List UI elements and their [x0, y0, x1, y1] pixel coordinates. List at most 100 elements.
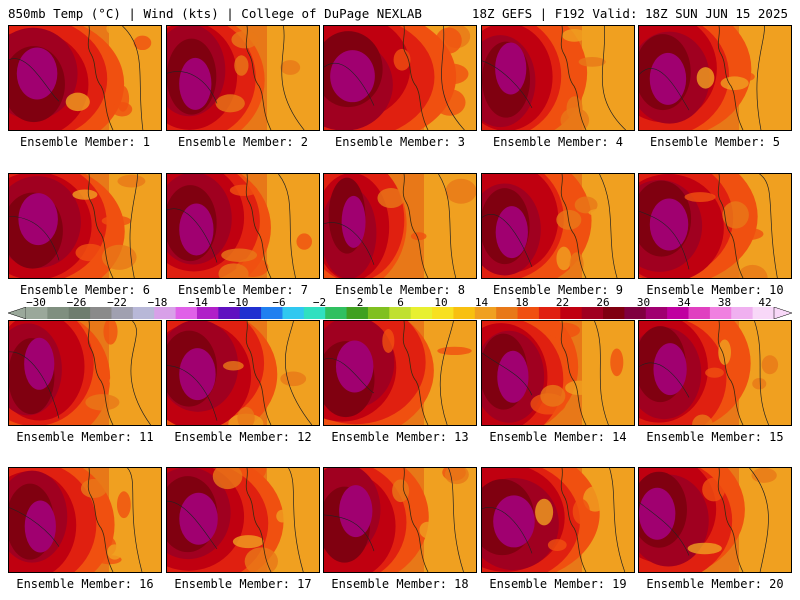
temperature-blotch [761, 355, 779, 375]
temperature-blotch [578, 56, 606, 67]
run-valid-time: 18Z GEFS | F192 Valid: 18Z SUN JUN 15 20… [471, 6, 788, 21]
height-contour-line [9, 58, 60, 102]
height-contour-line [324, 514, 375, 552]
color-bar-segment [517, 307, 540, 319]
height-contour-line [130, 321, 151, 425]
color-bar-tick-label: 42 [758, 296, 772, 309]
ensemble-map-panel [8, 467, 162, 573]
temperature-field-map [9, 174, 161, 278]
color-bar-segment [538, 307, 561, 319]
color-bar-segment [303, 307, 326, 319]
temperature-blotch [107, 544, 123, 560]
temperature-blotch [722, 201, 749, 229]
temperature-blotch [288, 350, 310, 375]
temperature-blotch [428, 506, 441, 516]
temperature-blotch [730, 227, 764, 241]
ensemble-member-label: Ensemble Member: 12 [174, 430, 312, 444]
temperature-blotch [80, 479, 107, 498]
height-contour-line [482, 507, 533, 554]
color-bar-segment [239, 307, 262, 319]
temperature-field-map [639, 321, 791, 425]
temperature-blotch [720, 76, 749, 91]
temperature-blotch [65, 92, 90, 112]
color-bar-segment [645, 307, 668, 319]
height-contour-line [167, 500, 218, 550]
temperature-blotch [426, 393, 454, 407]
color-bar-segment [325, 307, 348, 319]
height-contour-line [639, 68, 690, 111]
ensemble-map-panel [8, 320, 162, 426]
color-bar-segment [731, 307, 754, 319]
temperature-blotch [276, 509, 289, 523]
coastline [87, 174, 114, 278]
map-title: 850mb Temp (°C) | Wind (kts) | College o… [8, 6, 422, 21]
ensemble-member-label: Ensemble Member: 9 [492, 283, 624, 297]
color-bar-segment [26, 307, 48, 319]
temperature-blotch [434, 89, 466, 116]
temperature-blotch [588, 208, 621, 217]
color-bar-tick-label: −10 [228, 296, 249, 309]
height-contour-line [639, 362, 690, 398]
color-bar-segment [603, 307, 625, 319]
field-east-zone [109, 321, 161, 425]
temperature-blotch [111, 102, 133, 117]
color-bar-segment [581, 307, 604, 319]
color-bar-segment [389, 307, 412, 319]
ensemble-map-panel [481, 320, 635, 426]
color-bar-tick-label: 26 [596, 296, 610, 309]
height-contour-line [438, 174, 457, 278]
height-contour-line [759, 174, 778, 278]
ensemble-map-panel [8, 25, 162, 131]
coastline [560, 174, 587, 278]
coastline [87, 26, 114, 130]
color-bar-segment [218, 307, 241, 319]
temperature-contour-fill [335, 340, 374, 393]
temperature-blotch [610, 348, 624, 377]
temperature-blotch [770, 26, 791, 53]
temperature-contour-fill [649, 198, 689, 251]
temperature-contour-fill [497, 350, 529, 403]
temperature-blotch [133, 35, 152, 51]
height-contour-line [278, 174, 296, 278]
color-bar-segment [132, 307, 155, 319]
temperature-blotch [410, 232, 427, 241]
height-contour-line [754, 321, 770, 425]
temperature-blotch [125, 386, 139, 401]
height-contour-line [284, 321, 313, 425]
temperature-blotch [293, 112, 319, 130]
temperature-blotch [215, 94, 245, 113]
height-contour-line [288, 468, 304, 572]
height-contour-line [122, 26, 144, 130]
temperature-blotch [392, 479, 410, 503]
height-contour-line [749, 468, 769, 572]
height-contour-line [609, 468, 626, 572]
temperature-blotch [705, 367, 724, 378]
color-bar-tick-label: 34 [677, 296, 691, 309]
temperature-field-map [324, 174, 476, 278]
temperature-field-map [324, 321, 476, 425]
temperature-blotch [109, 373, 134, 389]
ensemble-map-panel [166, 320, 320, 426]
ensemble-map-panel [638, 25, 792, 131]
temperature-blotch [232, 535, 264, 549]
height-contour-line [281, 26, 305, 130]
height-contour-line [324, 62, 375, 106]
coastline [245, 26, 272, 130]
ensemble-map-panel [638, 467, 792, 573]
temperature-field-map [482, 468, 634, 572]
color-bar-segment [432, 307, 454, 319]
height-contour-line [599, 174, 618, 278]
temperature-blotch [231, 30, 259, 49]
temperature-field-map [639, 174, 791, 278]
coastline [402, 174, 429, 278]
height-contour-line [439, 321, 454, 425]
ensemble-member-label: Ensemble Member: 13 [331, 430, 469, 444]
temperature-blotch [444, 468, 469, 485]
temperature-blotch [106, 26, 128, 36]
temperature-blotch [562, 29, 587, 42]
color-bar-high-arrow [773, 307, 792, 319]
temperature-blotch [745, 564, 778, 572]
coastline [87, 468, 114, 572]
color-bar-segment [90, 307, 112, 319]
height-contour-line [129, 174, 138, 278]
